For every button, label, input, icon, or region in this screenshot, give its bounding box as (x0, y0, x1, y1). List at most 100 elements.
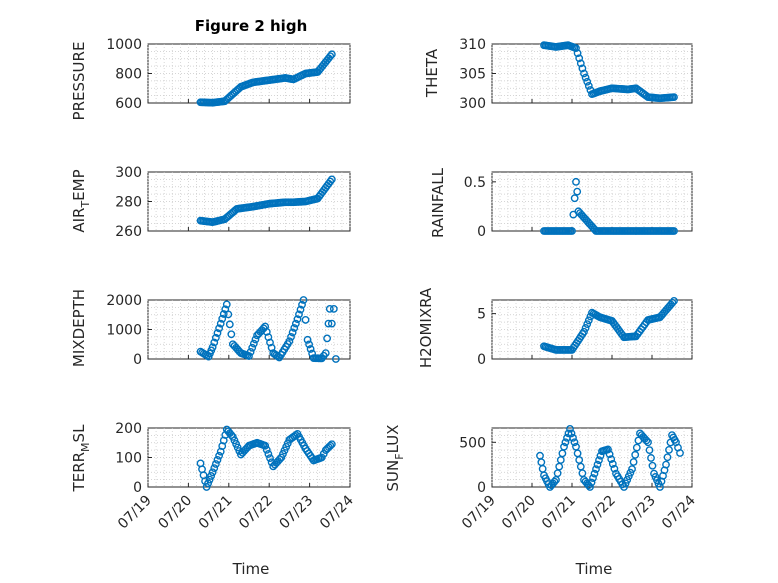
data-point (626, 468, 635, 477)
y-tick-label: 500 (459, 435, 486, 451)
data-point (648, 461, 657, 470)
y-tick-label: 800 (115, 67, 142, 83)
data-point (248, 343, 257, 352)
y-tick-label: 200 (115, 421, 142, 437)
data-point (291, 319, 300, 328)
data-point (670, 297, 678, 305)
y-tick-label: 310 (459, 37, 486, 53)
data-point (564, 429, 573, 438)
data-point (326, 52, 335, 61)
data-point (261, 441, 270, 450)
data-point (581, 73, 590, 82)
y-tick-label: 1000 (106, 37, 142, 53)
data-point (573, 187, 582, 196)
x-tick-label: 07/20 (155, 493, 195, 533)
data-point (584, 81, 593, 90)
data-point (628, 465, 636, 474)
ylabel-theta: THETA (423, 48, 441, 98)
data-point (632, 443, 641, 452)
data-point (245, 352, 253, 360)
subplot-7: 0 500 07/19 07/20 07/21 07/22 07/23 07/24 (459, 424, 699, 533)
data-point (575, 54, 584, 63)
y-tick-label: 100 (115, 451, 142, 467)
data-point (225, 320, 234, 329)
data-point (620, 483, 628, 491)
data-point (604, 445, 612, 454)
data-point (262, 445, 271, 454)
data-point (644, 438, 652, 447)
y-tick-label: 260 (115, 224, 142, 240)
ylabel-pressure: PRESSURE (70, 42, 88, 121)
data-point (572, 177, 580, 186)
subplot-5: 05 (477, 297, 693, 368)
data-point (610, 464, 619, 473)
data-point (306, 345, 315, 353)
data-point (580, 69, 588, 78)
data-point (211, 460, 220, 468)
data-point (325, 304, 334, 313)
y-tick-label: 305 (459, 67, 486, 83)
data-point (305, 340, 313, 349)
data-point (569, 433, 577, 442)
data-point (578, 64, 587, 73)
data-point (249, 339, 258, 348)
data-point (222, 300, 231, 309)
data-point (576, 59, 585, 68)
data-point (324, 319, 333, 328)
y-tick-label: 600 (115, 96, 142, 112)
subplot-4: 0 1000 2000 (106, 293, 351, 368)
subplot-1: 300 305 310 (459, 37, 693, 112)
xlabel-right: Time (575, 560, 613, 578)
data-point (567, 429, 576, 438)
y-tick-label: 0 (133, 480, 142, 496)
data-point (570, 438, 579, 447)
data-point (580, 327, 588, 336)
data-point (662, 460, 670, 469)
data-point (293, 315, 302, 324)
y-tick-label: 1000 (106, 323, 142, 339)
x-tick-label: 07/19 (459, 493, 499, 533)
data-point (663, 453, 672, 462)
data-point (290, 324, 299, 332)
data-point (589, 474, 597, 482)
ylabel-h2omixra: H2OMIXRA (417, 287, 435, 368)
figure-title: Figure 2 high (195, 17, 308, 35)
data-point (208, 343, 217, 352)
x-tick-label: 07/21 (539, 493, 579, 533)
y-tick-label: 0 (477, 224, 486, 240)
y-tick-label: 0.5 (464, 175, 486, 191)
ylabel-mixdepth: MIXDEPTH (70, 289, 88, 367)
data-point (560, 442, 568, 451)
data-point (323, 334, 332, 343)
data-point (624, 472, 633, 481)
data-point (586, 483, 594, 491)
data-point (264, 450, 273, 458)
data-point (670, 227, 678, 235)
x-tick-label: 07/24 (317, 492, 357, 532)
data-point (676, 449, 684, 457)
data-point (287, 332, 295, 341)
data-point (301, 316, 310, 324)
data-point (570, 194, 579, 203)
data-point (329, 304, 338, 313)
data-point (208, 468, 217, 477)
x-tick-label: 07/24 (659, 492, 699, 532)
data-point (647, 454, 655, 462)
x-tick-label: 07/22 (579, 493, 619, 533)
data-point (213, 455, 222, 464)
data-point (573, 49, 582, 58)
data-point (645, 446, 654, 455)
xlabel-left: Time (232, 560, 270, 578)
data-point (218, 314, 227, 323)
data-point (583, 320, 592, 329)
subplot-6: 0 100 200 07/19 07/20 07/21 07/22 07/23 07/24 (115, 421, 357, 532)
data-point (550, 477, 559, 486)
data-point (224, 310, 233, 319)
y-tick-label: 300 (459, 96, 486, 112)
data-point (227, 330, 236, 339)
data-point (215, 324, 224, 333)
data-point (587, 478, 596, 487)
data-point (568, 227, 576, 235)
ylabel-sun-flux: SUNFLUX (384, 425, 406, 492)
data-point (303, 335, 312, 344)
